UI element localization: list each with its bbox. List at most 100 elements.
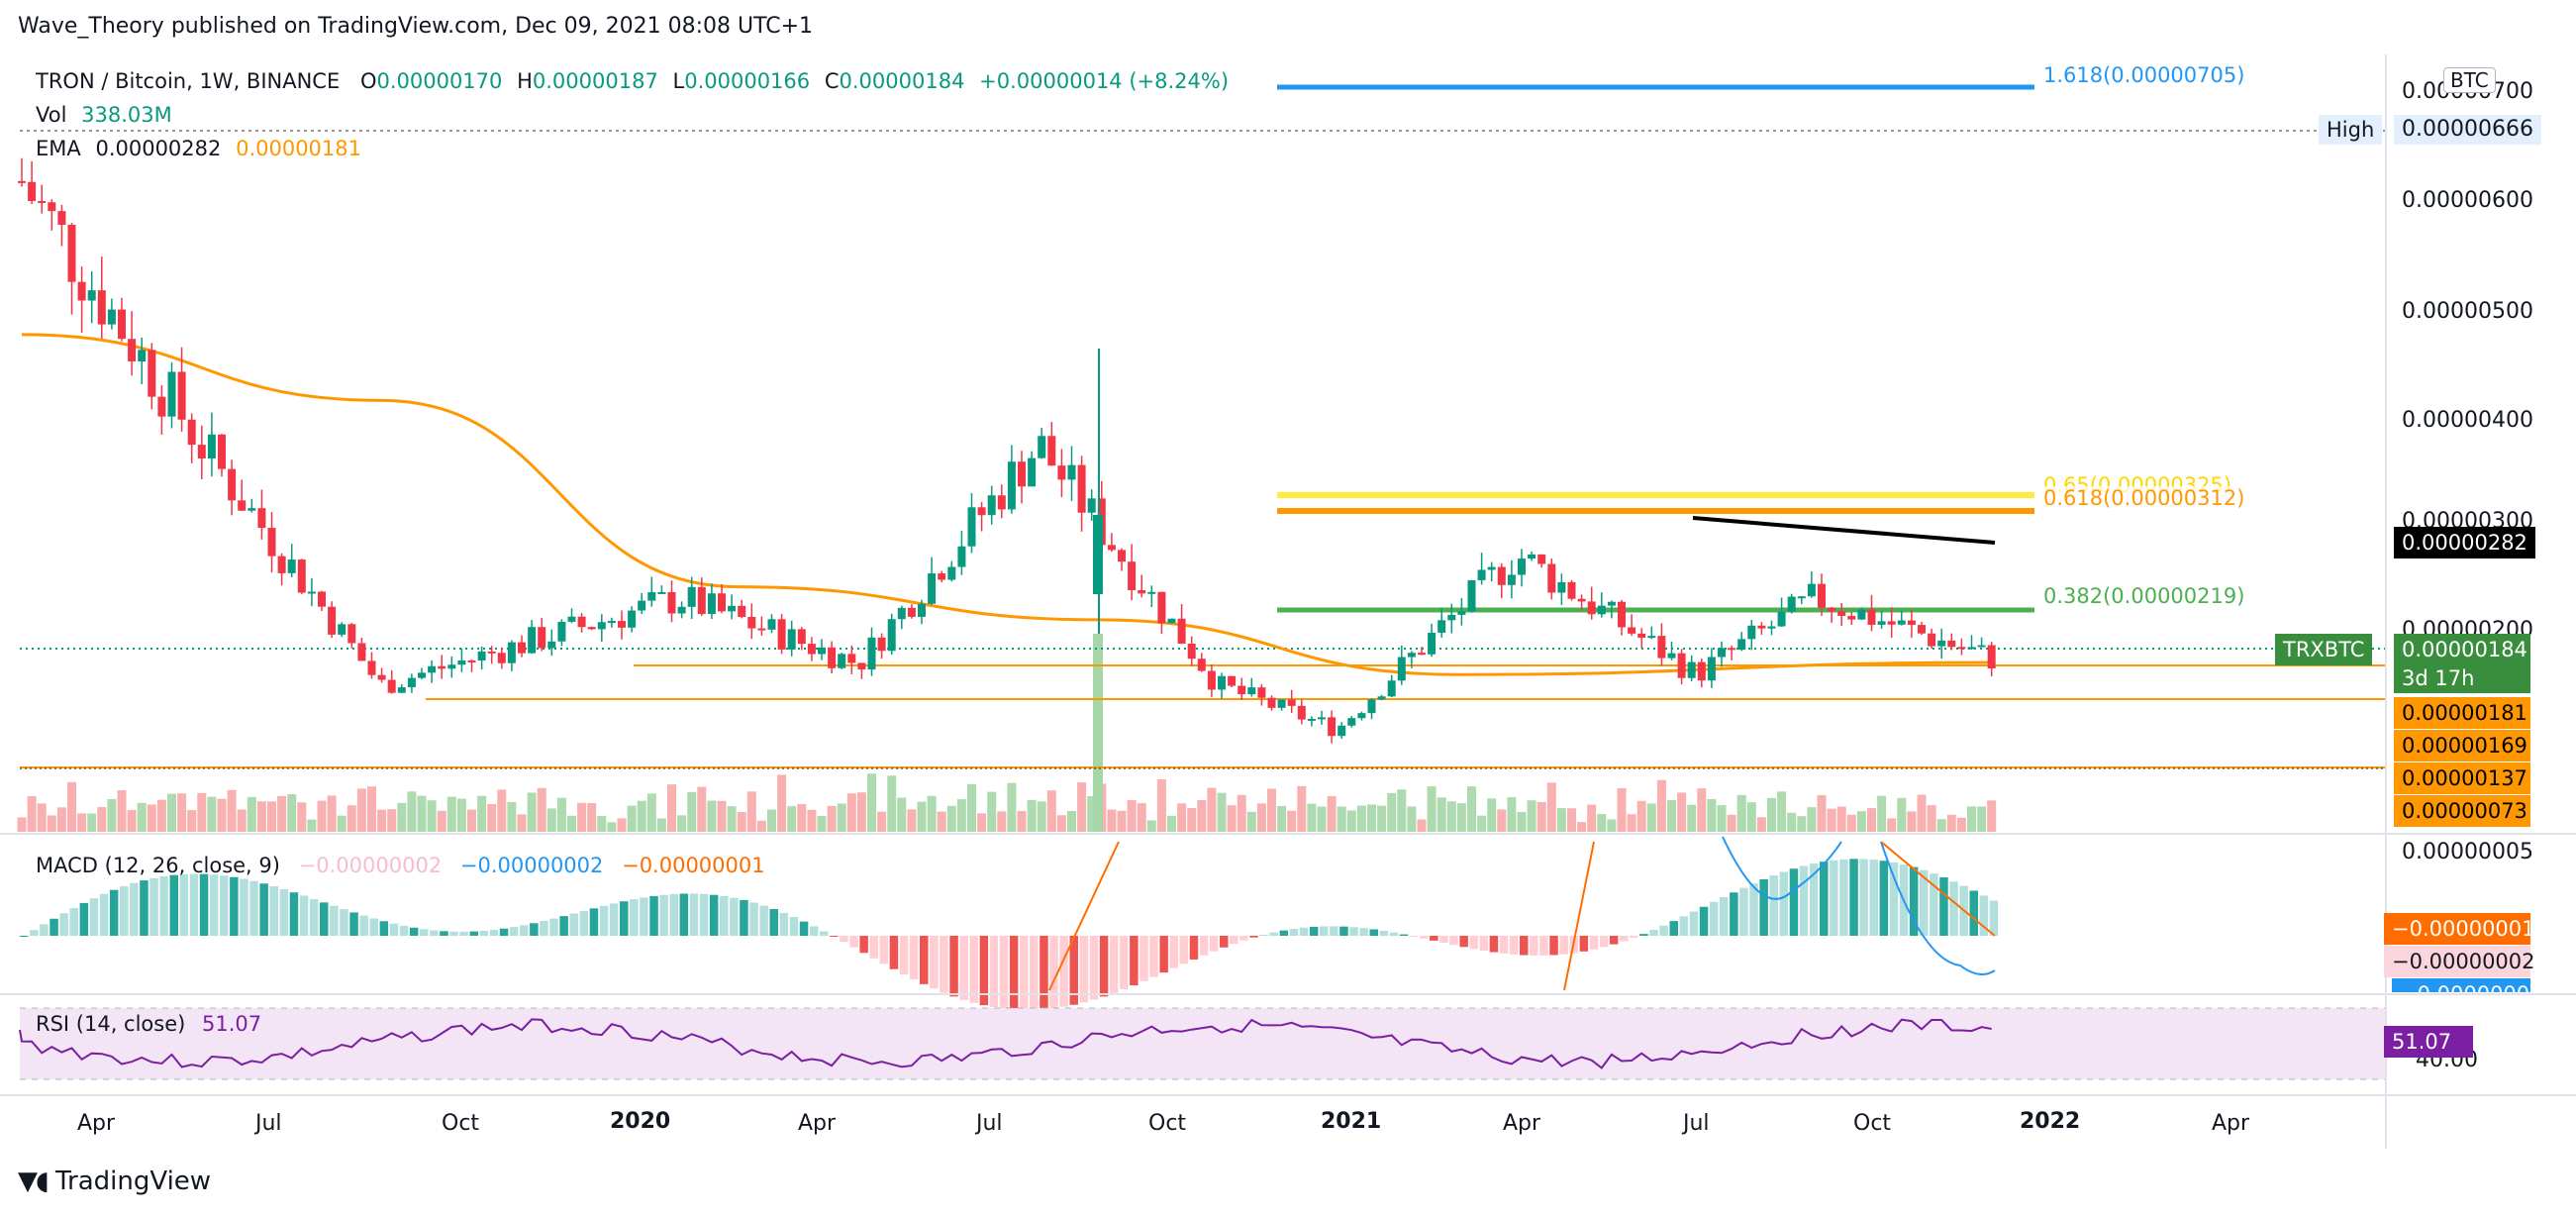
- candle-body: [767, 619, 776, 630]
- candle-body: [587, 627, 596, 630]
- volume-bar: [227, 789, 237, 832]
- candle-body: [1307, 718, 1316, 721]
- candle-body: [577, 616, 586, 628]
- candle-body: [1087, 498, 1096, 513]
- volume-bar: [1317, 806, 1327, 832]
- volume-bar: [1827, 808, 1836, 832]
- currency-badge[interactable]: BTC: [2443, 67, 2496, 93]
- volume-bar: [1217, 792, 1227, 832]
- volume-bar: [1536, 801, 1546, 832]
- macd-histogram-bar: [909, 936, 919, 980]
- macd-histogram-bar: [1649, 929, 1658, 936]
- macd-histogram-bar: [920, 936, 929, 984]
- macd-histogram-bar: [1620, 936, 1629, 942]
- volume-bar: [1346, 810, 1356, 832]
- volume-bar: [47, 815, 56, 832]
- candle-body: [48, 202, 56, 212]
- macd-histogram-bar: [1299, 927, 1309, 936]
- macd-histogram-bar: [320, 902, 329, 936]
- candle-body: [1428, 632, 1437, 655]
- volume-bar: [707, 800, 717, 832]
- macd-histogram-bar: [40, 924, 49, 936]
- volume-bar: [1677, 792, 1687, 832]
- volume-bar: [1646, 803, 1656, 832]
- volume-bar: [1977, 806, 1987, 832]
- macd-histogram-bar: [99, 893, 109, 936]
- macd-histogram-bar: [189, 873, 199, 936]
- pane-separators: [0, 54, 2576, 1149]
- candle-body: [1418, 653, 1426, 656]
- volume-bar: [1137, 803, 1146, 832]
- candle-body: [497, 653, 506, 663]
- candle-body: [128, 339, 137, 361]
- candle-body: [1167, 618, 1176, 624]
- candle-body: [1328, 717, 1337, 737]
- volume-bar: [1717, 805, 1727, 832]
- macd-histogram-bar: [89, 898, 99, 936]
- volume-bar: [187, 810, 197, 832]
- volume-bar: [1307, 803, 1317, 832]
- macd-histogram-bar: [730, 897, 739, 936]
- candle-body: [157, 396, 166, 417]
- volume-bar: [1277, 805, 1287, 832]
- macd-title[interactable]: MACD (12, 26, close, 9): [36, 854, 280, 877]
- volume-bar: [147, 804, 156, 832]
- volume-bar: [1456, 803, 1466, 832]
- macd-histogram-bar: [1389, 932, 1399, 936]
- volume-bar: [217, 798, 227, 832]
- symbol-title[interactable]: TRON / Bitcoin, 1W, BINANCE: [36, 69, 341, 93]
- rsi-legend: RSI (14, close) 51.07: [36, 1012, 261, 1036]
- fib-1618-label: 1.618(0.00000705): [2043, 63, 2245, 87]
- macd-histogram-bar: [609, 903, 619, 936]
- macd-histogram-bar: [1289, 928, 1299, 936]
- macd-histogram-bar: [640, 897, 648, 936]
- candle-body: [477, 651, 486, 660]
- candle-body: [1928, 633, 1936, 647]
- price-tick-500: 0.00000500: [2402, 299, 2533, 324]
- volume-bar: [997, 811, 1007, 832]
- macd-histogram-bar: [1889, 862, 1899, 936]
- ticker-name-tag[interactable]: TRXBTC: [2275, 634, 2373, 665]
- macd-histogram-bar: [1839, 859, 1848, 936]
- volume-bar: [1736, 794, 1746, 832]
- macd-histogram-bar: [1099, 936, 1109, 997]
- macd-histogram-bar: [1379, 930, 1389, 936]
- rsi-title[interactable]: RSI (14, close): [36, 1012, 186, 1036]
- volume-bar: [1427, 786, 1437, 832]
- macd-histogram-bar: [1420, 936, 1429, 939]
- volume-bar: [1127, 799, 1137, 832]
- volume-bar: [617, 818, 627, 832]
- candle-body: [1093, 515, 1103, 594]
- candle-body: [518, 642, 526, 654]
- candle-body: [977, 507, 986, 516]
- volume-bar: [517, 814, 527, 832]
- candle-body: [328, 606, 337, 635]
- volume-bar: [377, 809, 387, 832]
- candle-body: [307, 591, 316, 594]
- candle-body: [1718, 648, 1726, 658]
- volume-bar: [1477, 815, 1487, 832]
- macd-histogram-bar: [1040, 936, 1048, 1010]
- volume-bar: [1577, 822, 1587, 832]
- volume-bar: [907, 809, 917, 832]
- candle-body: [1818, 583, 1826, 608]
- volume-bar: [1917, 794, 1927, 832]
- macd-histogram-bar: [699, 893, 709, 936]
- candle-body: [377, 674, 386, 680]
- tradingview-logo[interactable]: ▼◖ TradingView: [18, 1167, 211, 1196]
- macd-histogram-bar: [1079, 936, 1089, 1003]
- macd-histogram-bar: [1669, 921, 1678, 936]
- candle-body: [447, 664, 456, 669]
- macd-histogram-bar: [1179, 936, 1189, 964]
- macd-histogram-bar: [1339, 926, 1348, 936]
- volume-bars: [17, 634, 1997, 832]
- time-label: Jul: [255, 1111, 282, 1136]
- candle-body: [1277, 699, 1286, 708]
- trend-line-black: [1692, 516, 1996, 545]
- volume-bar: [667, 784, 676, 832]
- macd-histogram-bar: [1879, 861, 1889, 936]
- candle-body: [1128, 561, 1137, 591]
- macd-line-tag-clip: −0.00000002: [2392, 978, 2530, 992]
- macd-histogram-bar: [1159, 936, 1168, 973]
- volume-bar: [956, 799, 966, 832]
